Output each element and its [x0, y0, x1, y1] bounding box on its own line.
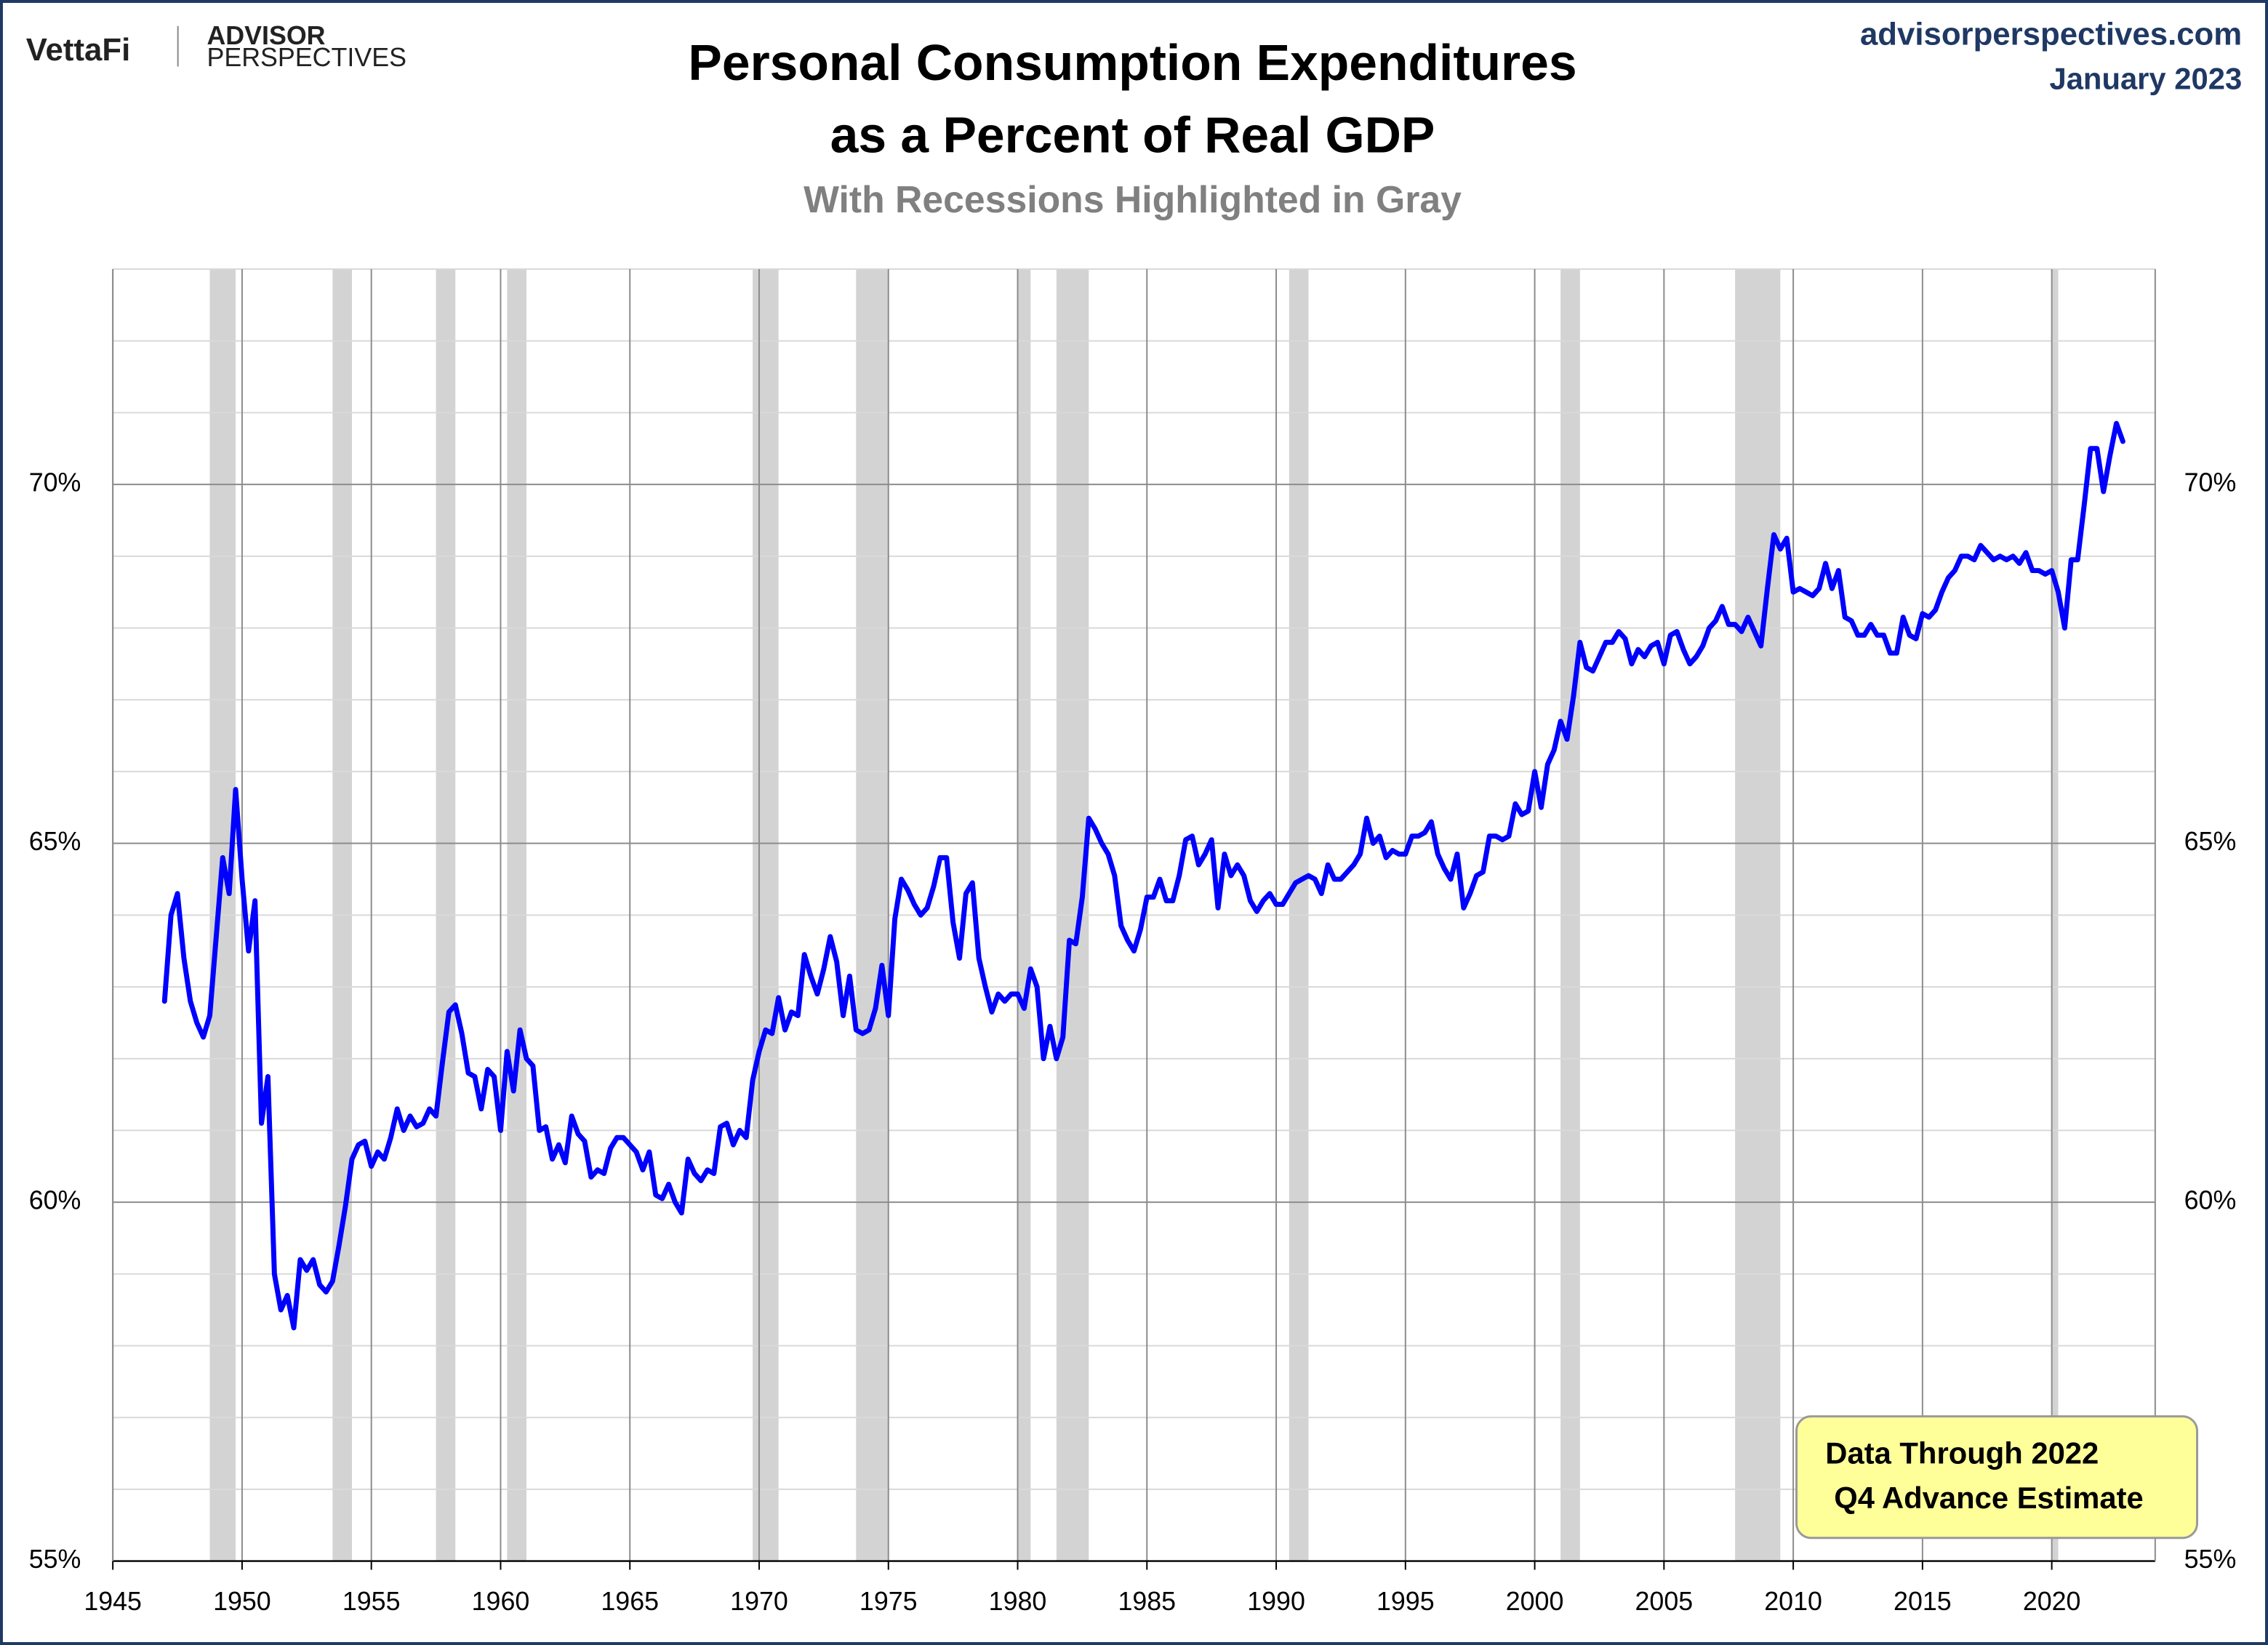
y2-tick-label: 65%: [2184, 827, 2237, 856]
data-line: [161, 420, 2125, 1331]
x-tick-label: 2005: [1635, 1587, 1694, 1616]
chart-title: as a Percent of Real GDP: [830, 106, 1435, 163]
logo-line: PERSPECTIVES: [207, 43, 406, 72]
date: January 2023: [2049, 61, 2242, 95]
x-tick-label: 1965: [601, 1587, 659, 1616]
y-tick-label: 55%: [29, 1545, 81, 1574]
annotation-box: [1795, 1415, 2199, 1540]
brand: VettaFi: [26, 32, 130, 68]
website: advisorperspectives.com: [1860, 16, 2242, 52]
y2-tick-label: 70%: [2184, 468, 2237, 497]
x-tick-label: 2010: [1764, 1587, 1822, 1616]
x-tick-label: 1945: [84, 1587, 142, 1616]
x-tick-label: 1990: [1247, 1587, 1305, 1616]
annotation: Q4 Advance Estimate: [1834, 1481, 2144, 1515]
x-tick-label: 2000: [1506, 1587, 1564, 1616]
y2-tick-label: 60%: [2184, 1186, 2237, 1215]
x-tick-label: 1970: [730, 1587, 788, 1616]
y-tick-label: 60%: [29, 1186, 81, 1215]
y2-tick-label: 55%: [2184, 1545, 2237, 1574]
x-tick-label: 1975: [859, 1587, 918, 1616]
x-tick-label: 2020: [2023, 1587, 2081, 1616]
y-tick-label: 70%: [29, 468, 81, 497]
y-tick-label: 65%: [29, 827, 81, 856]
logo-line: ADVISOR: [207, 21, 325, 50]
x-tick-label: 1995: [1377, 1587, 1435, 1616]
chart-subtitle: With Recessions Highlighted in Gray: [804, 178, 1462, 220]
x-tick-label: 1985: [1118, 1587, 1176, 1616]
plot-area: 55% 55% 60% 60% 65% 65% 70% 70% 1945 1950 1955 1960…: [29, 268, 2237, 1616]
x-tick-label: 2015: [1894, 1587, 1952, 1616]
annotation: Data Through 2022: [1825, 1436, 2099, 1470]
chart-title: Personal Consumption Expenditures: [688, 34, 1576, 91]
x-tick-label: 1955: [342, 1587, 401, 1616]
x-tick-label: 1960: [472, 1587, 530, 1616]
x-tick-label: 1950: [213, 1587, 271, 1616]
x-tick-label: 1980: [989, 1587, 1047, 1616]
